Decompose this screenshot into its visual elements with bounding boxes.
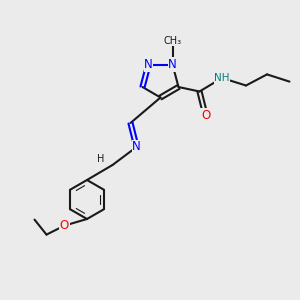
Text: N: N xyxy=(168,58,177,71)
Text: NH: NH xyxy=(214,73,230,83)
Text: CH₃: CH₃ xyxy=(164,35,181,46)
Text: H: H xyxy=(97,154,104,164)
Text: N: N xyxy=(144,58,153,71)
Text: N: N xyxy=(132,140,141,154)
Text: O: O xyxy=(201,109,210,122)
Text: O: O xyxy=(60,219,69,232)
